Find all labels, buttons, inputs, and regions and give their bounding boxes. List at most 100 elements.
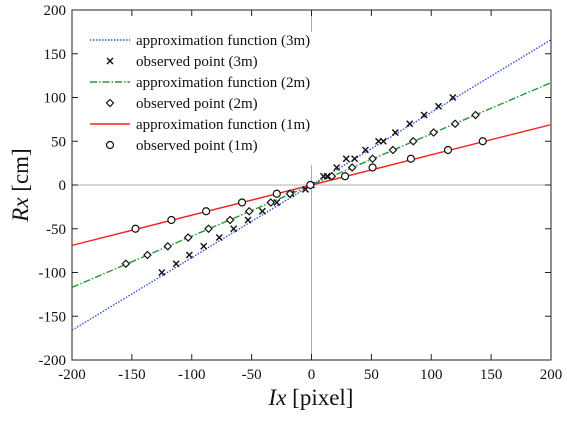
x-tick-label: -50 (242, 367, 262, 383)
y-axis-label: Rx [cm] (8, 148, 33, 222)
legend: approximation function (3m) observed poin… (84, 32, 330, 165)
y-tick-label: -150 (39, 309, 67, 325)
data-point-diamond (204, 224, 213, 234)
data-point-x-stroke-b (406, 120, 414, 128)
data-point-circle (202, 207, 211, 216)
x-tick-label: 100 (420, 367, 443, 383)
y-tick-label: 150 (44, 47, 67, 63)
data-point-x (333, 164, 341, 171)
data-point-x (258, 207, 266, 215)
data-point-diamond (450, 119, 460, 129)
data-point-circle (131, 224, 140, 233)
data-point-x-stroke-b (449, 94, 457, 101)
data-point-circle (368, 163, 377, 172)
data-point-diamond (368, 154, 377, 164)
legend-label: observed point (1m) (136, 138, 258, 154)
y-tick-label: -50 (46, 222, 66, 238)
data-point-x-stroke-b (323, 172, 331, 180)
observed-points (121, 94, 487, 276)
data-point-x-stroke-b (215, 234, 223, 241)
data-point-x-stroke-b (379, 137, 387, 145)
data-point-x (230, 225, 238, 233)
data-point-x (379, 137, 387, 145)
y-tick-label: -100 (39, 266, 67, 282)
x-tick-label: -200 (58, 367, 86, 383)
data-point-circle (406, 154, 415, 163)
data-point-diamond (471, 110, 480, 120)
data-point-diamond (244, 206, 254, 216)
data-point-x (244, 216, 252, 224)
data-point-x-stroke-b (230, 225, 238, 233)
data-point-x-stroke-b (361, 146, 369, 154)
data-point-x-stroke-b (200, 242, 208, 250)
data-point-x-stroke-b (420, 111, 428, 119)
data-point-circle (478, 137, 487, 146)
data-point-x (406, 120, 414, 128)
x-tick-label: -150 (118, 367, 146, 383)
data-point-x (323, 172, 331, 180)
x-axis-label-unit: [pixel] (286, 385, 353, 410)
data-point-x (215, 234, 223, 241)
legend-marker-swatch (105, 98, 115, 108)
data-point-diamond (266, 198, 276, 207)
data-point-x-stroke-b (244, 216, 252, 224)
data-point-diamond (143, 250, 152, 260)
data-point-x-stroke-b (185, 251, 193, 259)
legend-background (84, 32, 330, 165)
data-point-x (351, 155, 359, 163)
data-point-x-stroke-b (351, 155, 359, 163)
data-point-x-stroke-b (434, 102, 442, 110)
y-tick-label: 50 (51, 134, 66, 150)
data-point-circle (167, 215, 176, 225)
data-point-circle (306, 180, 315, 190)
legend-marker-swatch (105, 140, 115, 150)
data-point-diamond (388, 145, 398, 155)
series-circle (131, 137, 487, 233)
data-point-x (185, 251, 193, 259)
x-axis-label: Ix [pixel] (268, 385, 354, 410)
legend-marker-swatch-stroke-b (106, 57, 114, 65)
x-axis-label-var: Ix (268, 385, 288, 410)
legend-label: approximation function (1m) (136, 117, 310, 133)
data-point-x (434, 102, 442, 110)
y-axis-label-unit: [cm] (8, 148, 33, 197)
data-point-x (420, 111, 428, 119)
legend-label: approximation function (3m) (136, 33, 310, 49)
data-point-diamond (121, 259, 131, 269)
data-point-circle (272, 189, 281, 198)
data-point-x (449, 94, 457, 101)
data-point-diamond (225, 215, 235, 225)
data-point-x (361, 146, 369, 154)
data-point-x-stroke-b (342, 155, 350, 163)
y-axis-label-var: Rx (8, 197, 33, 223)
y-tick-label: 100 (44, 91, 67, 107)
data-point-x (200, 242, 208, 250)
data-point-x-stroke-b (273, 199, 281, 206)
data-point-x (158, 269, 166, 276)
legend-label: observed point (3m) (136, 54, 258, 70)
y-tick-label: 200 (44, 3, 67, 19)
legend-label: observed point (2m) (136, 96, 258, 112)
data-point-x (391, 129, 399, 136)
data-point-diamond (327, 171, 337, 181)
data-point-circle (237, 198, 247, 207)
data-point-x-stroke-b (333, 164, 341, 171)
axis-ticks: -200 -150 -100 -50 0 50 100 150 200 -200 -150 -100 -… (39, 3, 563, 383)
data-point-x (172, 260, 180, 268)
data-point-diamond (285, 189, 295, 199)
data-point-x (342, 155, 350, 163)
data-point-diamond (163, 241, 173, 251)
y-tick-label: -200 (39, 353, 67, 369)
x-tick-label: 150 (480, 367, 503, 383)
data-point-diamond (347, 163, 357, 172)
x-tick-label: 50 (364, 367, 379, 383)
data-point-x-stroke-b (258, 207, 266, 215)
data-point-diamond (408, 136, 418, 146)
data-point-circle (340, 172, 350, 181)
data-point-circle (443, 145, 453, 155)
x-tick-label: -100 (178, 367, 206, 383)
data-point-x-stroke-b (391, 129, 399, 136)
legend-label: approximation function (2m) (136, 75, 310, 91)
x-tick-label: 0 (308, 367, 316, 383)
